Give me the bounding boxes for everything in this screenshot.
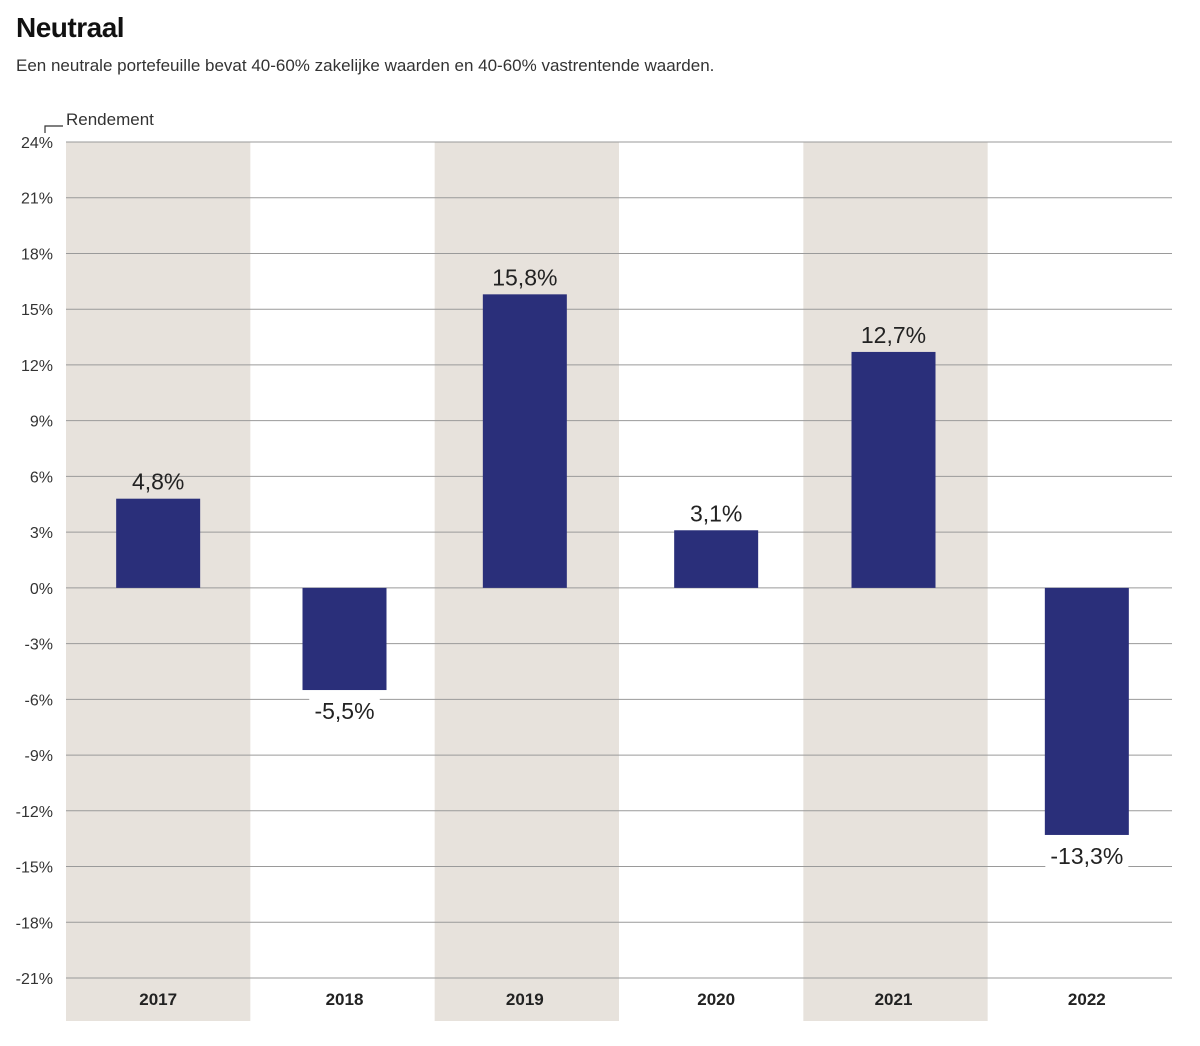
data-label-2020: 3,1% (690, 500, 742, 526)
y-tick-label: 6% (30, 469, 53, 486)
category-label-2020: 2020 (697, 990, 735, 1009)
bar-2022 (1044, 587, 1129, 835)
y-tick-label: 18% (21, 246, 53, 263)
category-labels: 2017 2018 2019 2020 2021 2022 (139, 990, 1105, 1009)
data-label-2018: -5,5% (314, 698, 374, 724)
y-tick-label: 21% (21, 191, 53, 208)
bar-2018 (302, 587, 387, 691)
data-label-backing (1045, 841, 1129, 869)
category-label-2018: 2018 (326, 990, 364, 1009)
data-label-2022: -13,3% (1050, 843, 1123, 869)
y-axis-label: Rendement (66, 110, 154, 129)
y-tick-label: 0% (30, 581, 53, 598)
chart-subtitle: Een neutrale portefeuille bevat 40-60% z… (16, 56, 715, 75)
y-tick-label: 24% (21, 135, 53, 152)
bar-2021 (851, 351, 936, 588)
data-label-2019: 15,8% (492, 264, 557, 290)
y-tick-label: -15% (16, 860, 53, 877)
y-tick-label: -3% (25, 637, 53, 654)
data-labels: 4,8% -5,5% 15,8% 3,1% 12,7% -13,3% (132, 264, 1129, 869)
y-tick-label: 12% (21, 358, 53, 375)
chart-title: Neutraal (16, 12, 125, 43)
y-tick-label: 15% (21, 302, 53, 319)
data-label-2021: 12,7% (861, 322, 926, 348)
y-tick-label: -6% (25, 692, 53, 709)
category-label-2021: 2021 (875, 990, 913, 1009)
bar-2017 (116, 498, 201, 588)
y-label-bracket (44, 125, 63, 133)
background-bands (66, 142, 988, 1021)
category-label-2017: 2017 (139, 990, 177, 1009)
y-tick-label: 3% (30, 525, 53, 542)
y-tick-label: -12% (16, 804, 53, 821)
gridlines (66, 141, 1172, 979)
data-label-backing (309, 697, 380, 725)
y-tick-label: 9% (30, 414, 53, 431)
bars (116, 294, 1129, 835)
data-label-2017: 4,8% (132, 469, 184, 495)
category-label-2019: 2019 (506, 990, 544, 1009)
y-tick-label: -9% (25, 748, 53, 765)
category-label-2022: 2022 (1068, 990, 1106, 1009)
bar-2020 (674, 530, 759, 588)
y-axis: 24% 21% 18% 15% 12% 9% 6% 3% 0% -3% -6% -9% -12% -15%… (16, 110, 155, 988)
y-tick-label: -18% (16, 915, 53, 932)
bar-2019 (482, 294, 567, 588)
y-tick-label: -21% (16, 971, 53, 988)
